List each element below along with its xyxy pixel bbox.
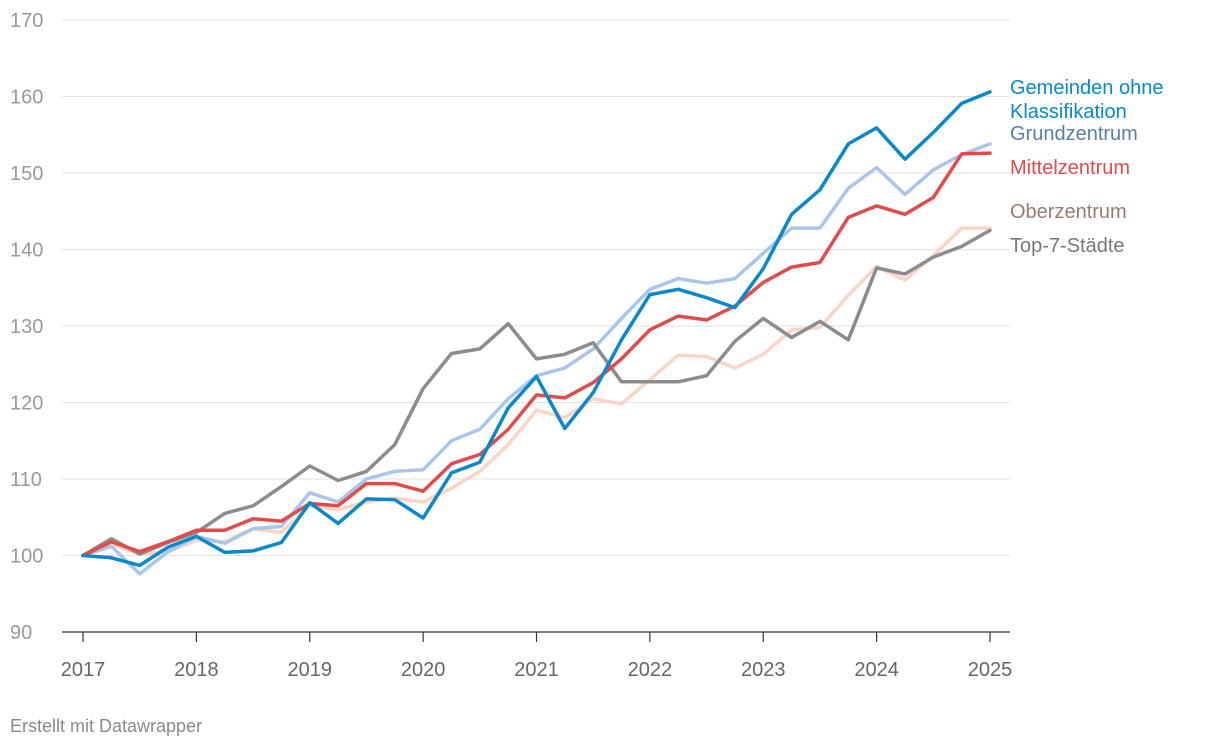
x-tick-label: 2024: [854, 659, 899, 681]
credit-text: Erstellt mit Datawrapper: [10, 716, 203, 736]
x-tick-label: 2023: [741, 659, 786, 681]
gridlines: [62, 19, 1010, 556]
y-tick-label: 90: [10, 622, 32, 644]
y-axis-ticks: 90 100 110 120 130 140 150 160 170: [10, 10, 43, 644]
series-line: [81, 151, 992, 558]
series-end-label: Mittelzentrum: [1010, 157, 1130, 179]
y-tick-label: 100: [10, 546, 43, 568]
x-tick-label: 2025: [968, 659, 1013, 681]
y-tick-label: 130: [10, 316, 43, 338]
series-end-label: Top-7-Städte: [1010, 235, 1125, 257]
series-end-labels: Gemeinden ohne KlassifikationGrundzentrum…: [1010, 77, 1163, 257]
series-end-label: Grundzentrum: [1010, 123, 1138, 145]
y-tick-label: 170: [10, 10, 43, 32]
y-tick-label: 110: [10, 469, 42, 491]
x-axis: 2017 2018 2019 2020 2021 2022 2023 2024 2025: [61, 631, 1013, 681]
x-tick-label: 2018: [174, 659, 219, 681]
x-tick-label: 2017: [61, 659, 106, 681]
series-line: [81, 228, 992, 558]
series-line: [81, 90, 992, 568]
x-tick-label: 2019: [288, 659, 333, 681]
series-line: [81, 226, 992, 558]
y-tick-label: 140: [10, 240, 43, 262]
y-tick-label: 120: [10, 393, 43, 415]
series-end-label: Oberzentrum: [1010, 201, 1127, 223]
x-tick-label: 2020: [401, 659, 446, 681]
x-tick-label: 2022: [628, 659, 673, 681]
y-tick-label: 160: [10, 87, 43, 109]
series-lines: [81, 90, 992, 576]
x-tick-label: 2021: [514, 659, 559, 681]
series-end-label: Gemeinden ohne Klassifikation: [1010, 77, 1163, 123]
y-tick-label: 150: [10, 163, 43, 185]
